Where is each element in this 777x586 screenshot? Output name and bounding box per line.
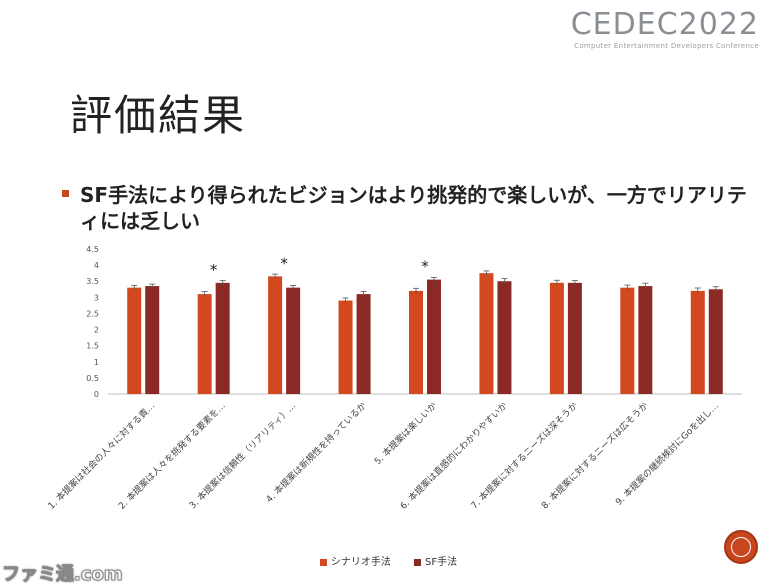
bullet-text: SF手法により得られたビジョンはより挑発的で楽しいが、一方でリアリティには乏しい — [80, 183, 747, 233]
nav-circle-icon — [731, 537, 751, 557]
y-tick-label: 1 — [94, 358, 99, 367]
legend-label-scenario: シナリオ手法 — [330, 557, 391, 568]
y-tick-label: 0 — [94, 390, 99, 399]
bar-scenario — [268, 276, 283, 394]
legend-item-sf: SF手法 — [414, 553, 457, 568]
y-tick-label: 2 — [94, 326, 99, 335]
y-tick-label: 3 — [94, 293, 99, 302]
legend-swatch-sf — [414, 558, 422, 566]
slide-title: 評価結果 — [70, 91, 247, 140]
bar-scenario — [690, 290, 705, 394]
logo-subtitle: Computer Entertainment Developers Confer… — [574, 42, 759, 50]
significance-star: * — [421, 258, 429, 276]
bar-sf — [427, 279, 441, 394]
bar-scenario — [409, 290, 423, 394]
bar-sf — [286, 287, 301, 394]
bar-scenario — [338, 300, 353, 394]
bar-sf — [497, 281, 512, 394]
y-tick-label: 4 — [94, 261, 99, 270]
bar-sf — [567, 282, 582, 394]
y-tick-label: 1.5 — [86, 342, 99, 351]
watermark-logo: ファミ通.com — [2, 564, 124, 586]
chart-legend: シナリオ手法 SF手法 — [0, 553, 777, 568]
bar-sf — [356, 294, 371, 394]
bar-sf — [215, 282, 230, 394]
bar-scenario — [127, 287, 142, 394]
cedec-logo: CEDEC2022 Computer Entertainment Develop… — [559, 7, 759, 51]
y-tick-label: 4.5 — [86, 245, 99, 254]
bar-sf — [708, 289, 723, 394]
logo-text: CEDEC2022 — [570, 7, 759, 42]
bar-scenario — [479, 273, 494, 394]
x-tick-label: 5. 本提案は楽しいか — [372, 400, 439, 467]
y-tick-label: 3.5 — [86, 277, 99, 286]
bullet-point: SF手法により得られたビジョンはより挑発的で楽しいが、一方でリアリティには乏しい — [62, 182, 752, 234]
bar-scenario — [197, 294, 212, 394]
legend-label-sf: SF手法 — [425, 557, 458, 568]
legend-swatch-scenario — [319, 558, 327, 566]
bar-scenario — [549, 282, 564, 394]
y-tick-label: 0.5 — [86, 374, 99, 383]
significance-star: * — [210, 261, 218, 279]
bar-sf — [145, 286, 160, 394]
bar-scenario — [620, 287, 635, 394]
slide-nav-button[interactable] — [724, 530, 758, 564]
bullet-marker — [62, 190, 69, 197]
y-tick-label: 2.5 — [86, 309, 99, 318]
bar-sf — [638, 286, 653, 394]
legend-item-scenario: シナリオ手法 — [319, 553, 391, 568]
significance-star: * — [280, 254, 288, 272]
